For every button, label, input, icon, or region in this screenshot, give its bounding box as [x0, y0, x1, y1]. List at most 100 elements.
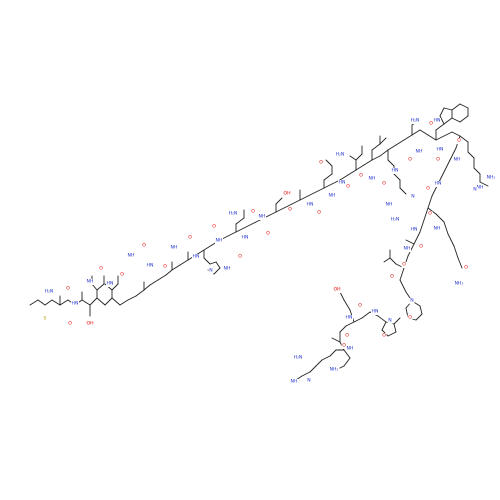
o-pro1-carbonyl-label: O: [408, 315, 412, 321]
oh-ser2-label-backing: [333, 287, 341, 293]
nh-gly2-label: HN: [242, 235, 249, 241]
bond: [403, 134, 413, 141]
nh-leu3-label: NH: [369, 176, 376, 182]
bond: [59, 299, 69, 306]
nh-his-label-backing: [192, 254, 200, 260]
bond: [435, 135, 445, 141]
trp-indole-nh-label: HN: [434, 118, 441, 124]
o-met-carbonyl-label: O: [68, 321, 72, 327]
c-terminal-amide-o-label-backing: [341, 343, 347, 349]
bond: [439, 107, 445, 117]
nh-thr-label-backing: [71, 301, 79, 307]
c-terminal-amide-o-label: O: [342, 343, 346, 349]
o-thr-carbonyl-label-backing: [65, 286, 71, 292]
asn-amide-o-label-backing: [250, 209, 256, 215]
bond: [29, 299, 39, 306]
bond: [413, 231, 421, 245]
o-gly1-carbonyl-label-backing: [141, 243, 147, 249]
bond: [415, 313, 423, 321]
nh-ser1-label: NH: [259, 214, 266, 220]
nh-gly4-label: NH: [404, 246, 411, 252]
bond: [379, 149, 389, 157]
arg1-guan-nh2-label: H₂N: [391, 217, 400, 223]
o-leu4-carbonyl-label: O: [402, 262, 406, 268]
o-gly4-carbonyl-label: O: [390, 274, 394, 280]
o-pro2-carbonyl-label-backing: [381, 333, 387, 339]
arg2-guan-nh-label: NH: [477, 185, 484, 191]
bond: [309, 365, 317, 373]
bond: [111, 297, 121, 306]
bond: [387, 159, 395, 167]
arg3-guan-nh-label: NH: [291, 379, 298, 385]
bond: [323, 173, 333, 181]
nh-ala3-label-backing: [306, 202, 314, 208]
bond: [143, 284, 151, 291]
trp-indole-nh-label-backing: [433, 118, 441, 124]
nh-ala1-label-backing: [146, 263, 154, 269]
o-gly3-carbonyl-label: O: [428, 211, 432, 217]
nh-ala3-label: HN: [307, 202, 314, 208]
bond: [427, 195, 433, 209]
bond: [459, 135, 469, 143]
bond: [165, 269, 173, 276]
o-ser2-carbonyl-label-backing: [344, 333, 350, 339]
his-ring-nh-label: NH: [224, 266, 231, 272]
nh-leu2-label-backing: [338, 180, 346, 186]
o-arg1-carbonyl-label: O: [408, 157, 412, 163]
nh-arg3-label-backing: [346, 346, 354, 352]
bond: [419, 129, 429, 136]
arg1-guan-n-label: N: [411, 194, 414, 200]
o-his-carbonyl-label: O: [212, 224, 216, 230]
asn-amide-o-label: O: [251, 209, 255, 215]
bond: [459, 115, 469, 123]
bond: [427, 134, 437, 141]
bond: [371, 143, 381, 151]
bond: [329, 349, 337, 357]
bond: [179, 259, 189, 266]
s-thioether-label: S: [44, 316, 47, 322]
arg2-guan-nh2-label-backing: [485, 175, 497, 181]
o-gln1-carbonyl-label: O: [346, 184, 350, 190]
bond: [355, 153, 363, 161]
nh-leu3-label-backing: [368, 176, 376, 182]
bond: [347, 169, 357, 176]
oh-thr-label-backing: [86, 321, 94, 327]
bond: [443, 107, 453, 111]
o-ala3-carbonyl-label: O: [317, 210, 321, 216]
o-leu1-carbonyl-label: O: [99, 266, 103, 272]
bond: [157, 274, 167, 281]
nh-arg1-label-backing: [391, 168, 399, 174]
o-ser2-carbonyl-label: O: [345, 333, 349, 339]
o-met-carbonyl-label-backing: [67, 321, 73, 327]
gln3-amide-nh2-label-backing: [453, 281, 465, 287]
oh-ser1-label: OH: [283, 191, 290, 197]
nh-ala1-label: HN: [147, 263, 154, 269]
bond: [111, 283, 119, 291]
bond: [423, 207, 429, 221]
nh-arg2-label: NH: [454, 157, 461, 163]
bond: [453, 245, 459, 259]
nh-gly3-label: HN: [435, 181, 442, 187]
bond: [331, 337, 341, 343]
bond: [457, 257, 463, 269]
o-gly1-carbonyl-label: O: [142, 243, 146, 249]
nh-leu1-label: NH: [87, 279, 94, 285]
nh-thr-label: HN: [72, 301, 79, 307]
nh-gly4-label-backing: [403, 246, 411, 252]
o-ala2-carbonyl-label: O: [188, 235, 192, 241]
oh-ser2-label: OH: [333, 287, 340, 293]
gln1-amide-o-label-backing: [318, 160, 324, 166]
nh-gln1-label: NH: [329, 193, 336, 199]
bond: [379, 137, 387, 145]
nh-ile-label: HN: [107, 281, 114, 287]
nh-leu2-label: HN: [339, 180, 346, 186]
o-trp-carbonyl-label-backing: [456, 138, 462, 144]
o-gly5-carbonyl-label: O: [358, 303, 362, 309]
bond: [44, 299, 53, 306]
asn-amide-nh2-label-backing: [227, 211, 239, 217]
oh-ser1-label-backing: [283, 191, 291, 197]
bond: [235, 217, 245, 225]
o-gln1-carbonyl-label-backing: [345, 184, 351, 190]
arg2-guan-n-label-backing: [472, 187, 478, 193]
